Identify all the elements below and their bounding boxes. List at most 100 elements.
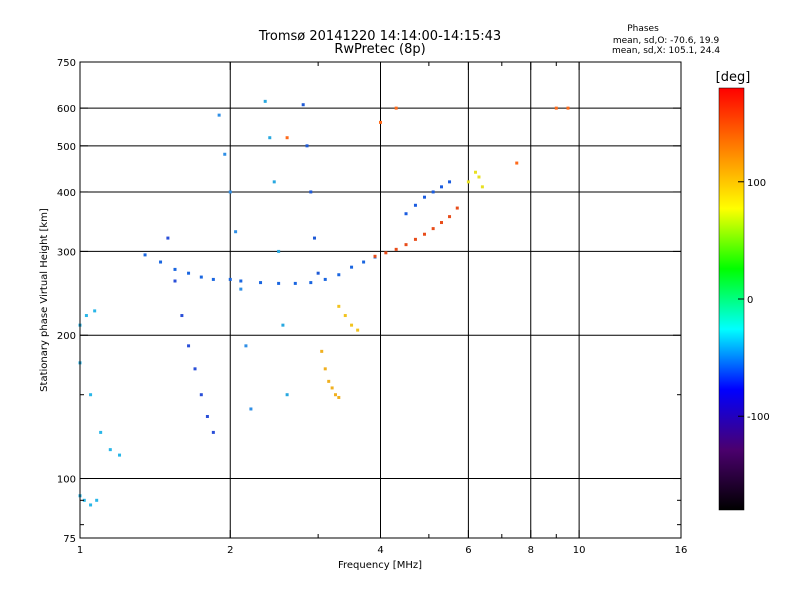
data-point xyxy=(440,221,444,225)
data-point xyxy=(199,393,203,397)
data-point xyxy=(337,395,341,399)
data-point xyxy=(404,243,408,247)
data-point xyxy=(99,430,103,434)
data-point xyxy=(473,170,477,174)
data-point xyxy=(312,236,316,240)
y-tick-label: 200 xyxy=(57,331,76,342)
data-point xyxy=(566,106,570,110)
data-point xyxy=(431,227,435,231)
data-point xyxy=(259,281,263,285)
data-point xyxy=(413,237,417,241)
y-tick-label: 400 xyxy=(57,188,76,199)
data-point xyxy=(373,254,377,258)
colorbar: [deg] 100 0 -100 xyxy=(716,70,770,511)
data-point xyxy=(228,277,232,281)
data-point xyxy=(309,281,313,285)
data-point xyxy=(272,180,276,184)
data-point xyxy=(180,314,184,318)
data-point xyxy=(199,275,203,279)
stats-line-o: mean, sd,O: -70.6, 19.9 xyxy=(613,36,720,46)
data-point xyxy=(394,247,398,251)
data-point xyxy=(268,136,272,140)
colorbar-label: [deg] xyxy=(716,70,751,85)
data-point xyxy=(316,271,320,275)
y-axis: 75 100 200 300 400 500 600 750 xyxy=(57,58,681,545)
data-point xyxy=(356,328,360,332)
data-point xyxy=(337,273,341,277)
data-point xyxy=(455,206,459,210)
y-tick-label: 300 xyxy=(57,247,76,258)
data-point xyxy=(350,323,354,327)
data-point xyxy=(327,379,331,383)
data-point xyxy=(305,144,309,148)
data-point xyxy=(343,314,347,318)
x-tick-label: 8 xyxy=(528,545,534,556)
colorbar-tick-label: -100 xyxy=(747,412,770,423)
data-point xyxy=(337,304,341,308)
data-point xyxy=(239,279,243,283)
data-point xyxy=(285,393,289,397)
data-point xyxy=(362,260,366,264)
data-point xyxy=(309,190,313,194)
data-point xyxy=(239,287,243,291)
x-tick-label: 1 xyxy=(77,545,83,556)
data-points xyxy=(78,99,570,507)
data-point xyxy=(330,386,334,390)
data-point xyxy=(448,180,452,184)
data-point xyxy=(187,344,191,348)
data-point xyxy=(277,249,281,253)
data-point xyxy=(323,277,327,281)
data-point xyxy=(143,253,147,257)
stats-line-x: mean, sd,X: 105.1, 24.4 xyxy=(612,46,720,56)
colorbar-tick-label: 100 xyxy=(747,178,766,189)
data-point xyxy=(323,367,327,371)
data-point xyxy=(404,212,408,216)
data-point xyxy=(281,323,285,327)
data-point xyxy=(440,185,444,189)
y-tick-label: 100 xyxy=(57,475,76,486)
data-point xyxy=(480,185,484,189)
data-point xyxy=(422,195,426,199)
data-point xyxy=(118,453,122,457)
data-point xyxy=(228,190,232,194)
data-point xyxy=(350,265,354,269)
chart-title: Tromsø 20141220 14:14:00-14:15:43 xyxy=(258,29,501,44)
data-point xyxy=(293,281,297,285)
y-tick-label: 500 xyxy=(57,142,76,153)
data-point xyxy=(166,236,170,240)
data-point xyxy=(384,251,388,255)
data-point xyxy=(422,232,426,236)
data-point xyxy=(173,267,177,271)
data-point xyxy=(477,175,481,179)
x-tick-label: 4 xyxy=(377,545,383,556)
data-point xyxy=(277,281,281,285)
y-axis-label: Stationary phase Virtual Height [km] xyxy=(39,208,50,392)
data-point xyxy=(413,203,417,207)
x-axis-label: Frequency [MHz] xyxy=(338,560,422,571)
data-point xyxy=(394,106,398,110)
data-point xyxy=(466,180,470,184)
data-point xyxy=(320,349,324,353)
data-point xyxy=(223,152,227,156)
data-point xyxy=(554,106,558,110)
x-axis: 1 2 4 6 8 10 16 xyxy=(77,62,688,556)
data-point xyxy=(211,277,215,281)
data-point xyxy=(82,498,86,502)
chart-subtitle: RwPretec (8p) xyxy=(334,42,425,57)
data-point xyxy=(193,367,197,371)
data-point xyxy=(217,113,221,117)
data-point xyxy=(205,414,209,418)
x-tick-label: 16 xyxy=(675,545,688,556)
data-point xyxy=(108,448,112,452)
data-point xyxy=(333,393,337,397)
data-point xyxy=(301,103,305,107)
data-point xyxy=(159,260,163,264)
data-point xyxy=(93,309,97,313)
data-point xyxy=(515,161,519,165)
data-point xyxy=(89,503,93,507)
data-point xyxy=(431,190,435,194)
data-point xyxy=(249,407,253,411)
data-point xyxy=(95,498,99,502)
data-point xyxy=(89,393,93,397)
